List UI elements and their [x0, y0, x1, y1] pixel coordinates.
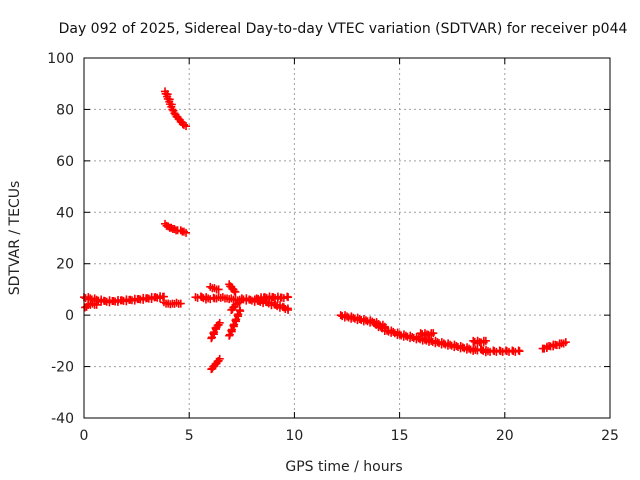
- y-tick-label: 0: [65, 308, 74, 324]
- data-point: [215, 318, 224, 327]
- x-tick-label: 20: [496, 428, 514, 444]
- data-point: [214, 285, 223, 294]
- data-points: [80, 87, 570, 374]
- data-point: [182, 228, 191, 237]
- data-point: [515, 347, 524, 356]
- plot-frame: [83, 57, 611, 419]
- data-point: [429, 329, 438, 338]
- y-tick-label: 20: [56, 257, 74, 273]
- data-point: [215, 354, 224, 363]
- data-point: [235, 306, 244, 314]
- data-point: [176, 299, 185, 308]
- x-tick-label: 10: [285, 428, 303, 444]
- x-tick-label: 15: [391, 428, 409, 444]
- data-point: [376, 322, 385, 331]
- y-tick-label: 100: [47, 51, 74, 67]
- data-point: [92, 300, 101, 309]
- y-tick-label: 40: [56, 205, 74, 221]
- data-point: [284, 293, 293, 302]
- y-tick-label: -20: [51, 360, 74, 376]
- grid-lines: [84, 58, 610, 418]
- data-point: [370, 318, 379, 327]
- data-point: [235, 298, 244, 307]
- y-tick-label: 80: [56, 102, 74, 118]
- y-axis-ticks: -40 -20 0 20 40 60 80 100: [47, 51, 610, 427]
- data-point: [561, 338, 570, 347]
- x-tick-label: 25: [601, 428, 619, 444]
- data-point: [284, 306, 293, 314]
- data-point: [481, 336, 490, 345]
- y-tick-label: -40: [51, 411, 74, 427]
- x-axis-ticks: 0 5 10 15 20 25: [80, 58, 619, 444]
- y-axis-label: SDTVAR / TECUs: [7, 181, 23, 296]
- x-axis-label: GPS time / hours: [285, 459, 402, 475]
- data-point: [279, 303, 288, 312]
- data-point: [231, 288, 240, 296]
- data-point: [182, 122, 191, 131]
- x-tick-label: 5: [185, 428, 194, 444]
- x-tick-label: 0: [80, 428, 89, 444]
- y-tick-label: 60: [56, 154, 74, 170]
- chart-title: Day 092 of 2025, Sidereal Day-to-day VTE…: [59, 21, 628, 37]
